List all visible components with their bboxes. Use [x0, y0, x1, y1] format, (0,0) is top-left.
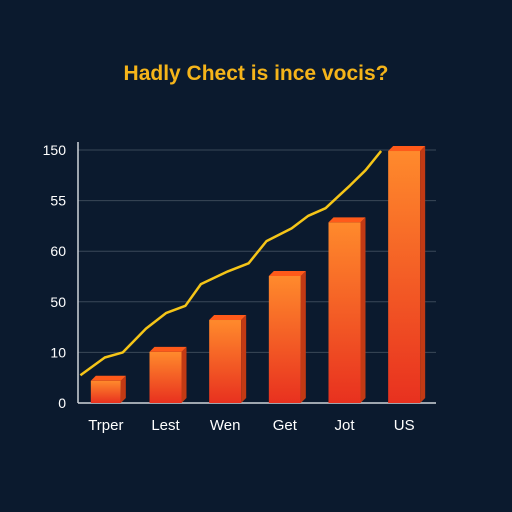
x-tick-label: Jot — [334, 417, 355, 434]
bar-5 — [328, 217, 366, 403]
bar-4 — [268, 270, 306, 403]
bar-front — [328, 222, 361, 403]
bar-cap — [388, 146, 426, 152]
bar-front — [149, 351, 182, 403]
x-tick-label: Trper — [88, 417, 123, 434]
x-tick-label: Get — [273, 417, 298, 434]
bar-side — [241, 315, 247, 403]
trend-line — [79, 150, 383, 377]
y-tick-label: 150 — [43, 142, 67, 158]
bar-side — [360, 217, 366, 403]
bar-cap — [268, 270, 306, 276]
y-tick-label: 10 — [50, 344, 66, 360]
bar-side — [120, 375, 126, 403]
bar-3 — [209, 315, 247, 403]
bar-side — [181, 346, 187, 403]
bar-side — [300, 270, 306, 403]
axes — [77, 142, 436, 404]
x-tick-label: Lest — [151, 417, 180, 434]
y-tick-labels: 0 10 50 60 55 150 — [43, 142, 67, 411]
bar-1 — [90, 375, 126, 403]
bar-2 — [149, 346, 187, 403]
y-tick-label: 50 — [50, 294, 66, 310]
y-tick-label: 0 — [58, 395, 66, 411]
x-tick-label: Wen — [210, 417, 241, 434]
y-tick-label: 55 — [50, 193, 66, 209]
bar-front — [90, 380, 121, 403]
bar-cap — [149, 346, 187, 352]
bar-cap — [328, 217, 366, 223]
bar-cap — [209, 315, 247, 321]
bar-front — [209, 320, 242, 403]
bar-front — [388, 151, 421, 403]
bar-side — [420, 146, 426, 403]
bars — [90, 146, 426, 403]
x-tick-label: US — [394, 417, 415, 434]
bar-cap — [90, 375, 126, 381]
bar-front — [268, 275, 301, 403]
chart-title: Hadly Chect is ince vocis? — [123, 62, 389, 85]
trend-line-layer — [79, 150, 383, 377]
x-tick-labels: Trper Lest Wen Get Jot US — [88, 417, 414, 434]
y-tick-label: 60 — [50, 243, 66, 259]
bar-6 — [388, 146, 426, 403]
